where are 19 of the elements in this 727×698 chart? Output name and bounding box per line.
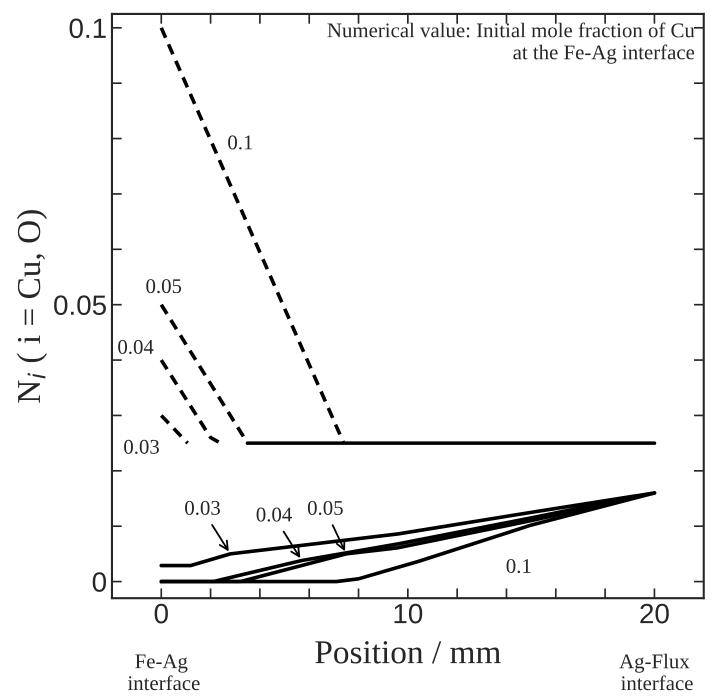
text: Ag-Flux interface [619, 654, 693, 690]
y-tick-label: 0 [92, 572, 106, 592]
annotation: 0.03 [185, 500, 220, 516]
annotation: 0.1 [506, 558, 531, 574]
annotation: 0.04 [256, 508, 292, 522]
x-axis-title: Position / mm [315, 641, 501, 664]
x-tick-label: 20 [640, 604, 669, 624]
x-tick-label: 0 [154, 604, 168, 624]
annotation: 0.05 [146, 279, 182, 294]
y-tick-label: 0.1 [70, 18, 106, 38]
y-tick-label: 0.05 [54, 295, 106, 316]
annotation: 0.05 [308, 500, 343, 516]
annotation: Numerical value: Initial mole fraction of Cu at the Fe-Ag interface [328, 22, 694, 64]
text: Fe-Ag interface [128, 654, 200, 690]
annotation: 0.1 [228, 135, 252, 150]
annotation: 0.03 [124, 440, 159, 454]
x-tick-label: 10 [394, 604, 422, 624]
annotation: 0.04 [118, 340, 154, 354]
y-axis-title: N$_{i}$ ( i = Cu, O) [16, 210, 48, 403]
